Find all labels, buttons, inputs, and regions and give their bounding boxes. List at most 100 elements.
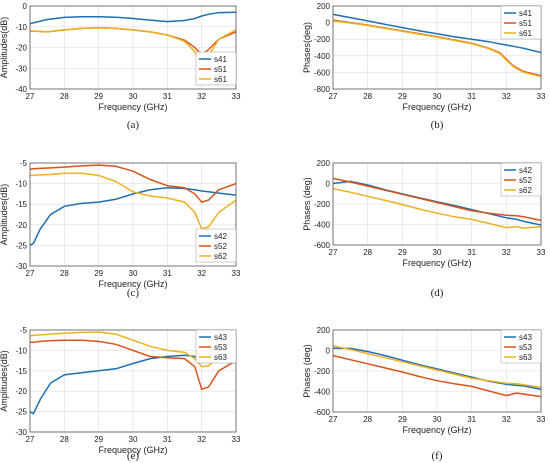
- legend-label: s52: [519, 176, 532, 185]
- x-tick-label: 33: [537, 415, 546, 424]
- x-tick-label: 32: [502, 248, 511, 257]
- x-tick-label: 31: [163, 435, 172, 444]
- x-tick-label: 31: [467, 92, 476, 101]
- series-line-s42: [333, 180, 541, 226]
- y-tick-label: -40: [15, 85, 27, 94]
- chart-panel-6: 27 28 29 30 31 32 33 200 0 -200 -400 -600 Frequency …: [302, 326, 546, 462]
- series-line-s52: [333, 177, 541, 222]
- x-tick-label: 28: [363, 415, 372, 424]
- y-tick-label: -30: [15, 262, 27, 271]
- y-axis-label: Amplitudes(dB): [0, 350, 9, 412]
- series-line-s62: [30, 172, 236, 230]
- y-tick-label: -25: [15, 408, 27, 417]
- y-tick-label: -10: [15, 23, 27, 32]
- legend-label: s61: [214, 75, 227, 84]
- x-tick-label: 30: [129, 435, 138, 444]
- y-axis-label: Amplitudes(dB): [0, 17, 9, 79]
- y-axis-label: Phases (deg): [302, 177, 312, 231]
- y-tick-label: 200: [317, 326, 331, 335]
- x-tick-label: 29: [398, 92, 407, 101]
- series-line-s41: [333, 13, 541, 54]
- series-line-s53: [30, 339, 236, 391]
- y-tick-label: -25: [15, 241, 27, 250]
- x-tick-label: 32: [197, 92, 206, 101]
- x-tick-label: 31: [163, 269, 172, 278]
- x-tick-label: 30: [433, 415, 442, 424]
- x-tick-label: 28: [363, 92, 372, 101]
- x-tick-label: 27: [329, 248, 338, 257]
- legend-label: s52: [214, 242, 227, 251]
- x-tick-label: 30: [129, 269, 138, 278]
- legend-label: s53: [214, 343, 227, 352]
- chart-panel-2: 27 28 29 30 31 32 33 200 0 -200 -400 -600 -800 Freque…: [302, 2, 546, 131]
- x-tick-label: 27: [26, 435, 35, 444]
- x-tick-label: 29: [398, 248, 407, 257]
- x-tick-label: 28: [363, 248, 372, 257]
- x-tick-label: 33: [232, 92, 241, 101]
- y-tick-label: -20: [15, 387, 27, 396]
- legend-label: s63: [519, 353, 532, 362]
- x-tick-label: 33: [537, 248, 546, 257]
- y-tick-label: -5: [20, 326, 28, 335]
- x-tick-label: 32: [197, 435, 206, 444]
- series-line-s41: [30, 11, 236, 25]
- plot-frame: [29, 329, 237, 433]
- legend-label: s51: [214, 65, 227, 74]
- y-tick-label: -30: [15, 428, 27, 437]
- y-tick-label: 0: [23, 2, 28, 11]
- x-tick-label: 32: [502, 92, 511, 101]
- y-tick-label: 0: [326, 19, 331, 28]
- y-tick-label: -600: [314, 68, 331, 77]
- x-tick-label: 31: [163, 92, 172, 101]
- y-tick-label: -15: [15, 367, 27, 376]
- x-tick-label: 28: [60, 435, 69, 444]
- chart-panel-5: 27 28 29 30 31 32 33 -5 -10 -15 -20 -25 -30 Frequency…: [0, 326, 241, 462]
- x-tick-label: 29: [398, 415, 407, 424]
- x-tick-label: 28: [60, 92, 69, 101]
- legend-label: s62: [214, 252, 227, 261]
- x-tick-label: 29: [94, 92, 103, 101]
- legend-label: s62: [519, 186, 532, 195]
- plot-frame: [332, 162, 542, 246]
- chart-panel-3: 27 28 29 30 31 32 33 -5 -10 -15 -20 -25 -30 Frequency…: [0, 159, 241, 299]
- y-tick-label: -400: [314, 221, 331, 230]
- x-tick-label: 28: [60, 269, 69, 278]
- series-line-s43: [333, 347, 541, 391]
- legend-label: s41: [519, 9, 532, 18]
- y-tick-label: 0: [326, 180, 331, 189]
- series-line-s63: [30, 331, 236, 368]
- legend-label: s53: [519, 343, 532, 352]
- series-line-s61: [333, 20, 541, 78]
- series-line-s42: [30, 186, 236, 247]
- legend-label: s51: [519, 19, 532, 28]
- y-tick-label: -200: [314, 35, 331, 44]
- x-tick-label: 31: [467, 248, 476, 257]
- plot-frame: [29, 162, 237, 267]
- x-tick-label: 32: [502, 415, 511, 424]
- y-tick-label: 200: [317, 2, 331, 11]
- y-tick-label: -15: [15, 200, 27, 209]
- y-tick-label: 200: [317, 159, 331, 168]
- x-tick-label: 32: [197, 269, 206, 278]
- x-axis-label: Frequency (GHz): [98, 102, 167, 112]
- x-tick-label: 33: [232, 435, 241, 444]
- y-tick-label: -600: [314, 408, 331, 417]
- y-tick-label: -200: [314, 367, 331, 376]
- y-axis-label: Phases(deg): [302, 22, 312, 73]
- x-tick-label: 27: [329, 415, 338, 424]
- x-axis-label: Frequency (GHz): [402, 258, 471, 268]
- legend-label: s42: [519, 166, 532, 175]
- legend-label: s42: [214, 232, 227, 241]
- legend-label: s41: [214, 55, 227, 64]
- y-tick-label: -600: [314, 241, 331, 250]
- legend-label: s43: [519, 333, 532, 342]
- plot-frame: [29, 5, 237, 90]
- y-tick-label: -20: [15, 221, 27, 230]
- chart-panel-1: 27 28 29 30 31 32 33 0 -10 -20 -30 -40 Frequency (GH…: [0, 2, 241, 131]
- y-tick-label: -200: [314, 200, 331, 209]
- panel-caption: (c): [127, 287, 140, 299]
- x-axis-label: Frequency (GHz): [402, 425, 471, 435]
